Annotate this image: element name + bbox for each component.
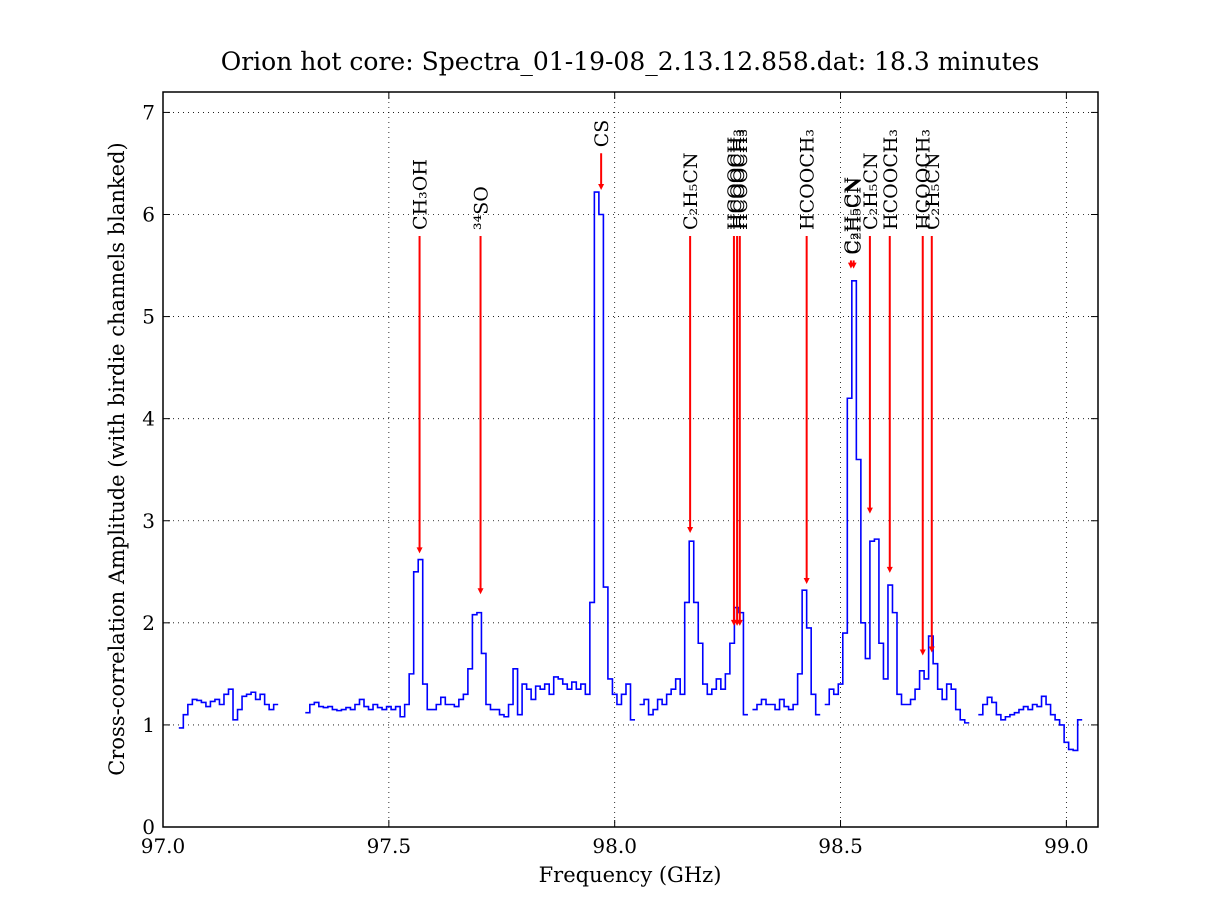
x-tick-label: 97.0	[141, 834, 186, 858]
y-tick-label: 0	[142, 815, 155, 839]
annotation-label: HCOOCH₃	[727, 129, 749, 230]
annotation-label: C₂H₅CN	[841, 177, 863, 255]
annotation-label: CH₃OH	[410, 159, 432, 230]
annotation-label: HCOOCH₃	[913, 129, 935, 230]
annotation-label: HCOOCH₃	[730, 129, 752, 230]
plot-frame	[162, 91, 1099, 828]
y-tick-label: 7	[142, 100, 155, 124]
annotation-arrowhead	[687, 527, 694, 533]
annotation-arrowhead	[416, 547, 423, 554]
annotation-arrowhead	[598, 184, 605, 190]
annotation-arrowhead	[850, 262, 857, 269]
spectrum-line	[178, 191, 1083, 752]
chart-title: Orion hot core: Spectra_01-19-08_2.13.12…	[221, 47, 1040, 76]
annotation-arrowhead	[886, 566, 893, 573]
annotation-arrowhead	[477, 588, 484, 595]
annotation-label: C₂H₅CN	[860, 152, 882, 230]
x-tick-label: 98.0	[592, 834, 637, 858]
annotation-arrowhead	[919, 649, 926, 656]
annotation-arrowhead	[928, 646, 935, 653]
annotation-label: C₂H₅CN	[844, 177, 866, 255]
annotation-arrowhead	[736, 619, 743, 626]
annotation-label: HCOOCH₃	[880, 129, 902, 230]
annotation-label: C₂H₅CN	[680, 152, 702, 230]
x-tick-label: 98.5	[818, 834, 863, 858]
x-tick-label: 97.5	[367, 834, 412, 858]
annotation-label: C₂H₅CN	[922, 152, 944, 230]
y-tick-label: 4	[142, 407, 155, 431]
annotation-label: HCOOCH₃	[797, 129, 819, 230]
y-tick-label: 6	[142, 203, 155, 227]
annotation-label: HCOOCH₃	[724, 129, 746, 230]
y-axis-label: Cross-correlation Amplitude (with birdie…	[105, 142, 129, 775]
y-tick-label: 3	[142, 509, 155, 533]
annotation-label: CS	[591, 120, 613, 148]
annotation-label: ³⁴SO	[471, 186, 493, 230]
x-axis-label: Frequency (GHz)	[539, 863, 722, 887]
x-tick-label: 99.0	[1044, 834, 1089, 858]
annotation-arrowhead	[866, 507, 873, 514]
annotation-arrowhead	[803, 578, 810, 585]
y-tick-label: 5	[142, 305, 155, 329]
y-tick-label: 2	[142, 611, 155, 635]
y-tick-label: 1	[142, 713, 155, 737]
